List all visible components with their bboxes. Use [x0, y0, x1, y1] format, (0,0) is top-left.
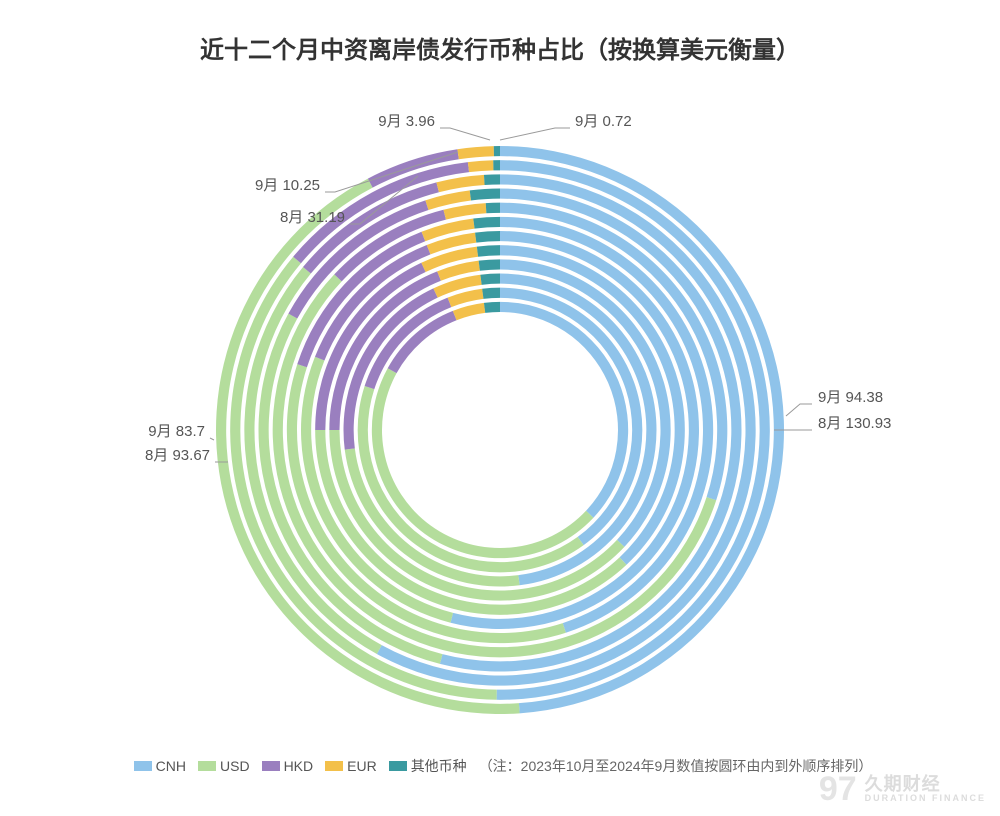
callout-c8: 8月 93.67 [145, 447, 210, 464]
leader-c7 [210, 438, 214, 440]
ring-2024-02-other [477, 245, 500, 257]
legend-label-hkd: HKD [284, 758, 314, 774]
ring-2024-09-other [494, 146, 500, 156]
legend-item-usd: USD [198, 758, 250, 774]
chart-container: 近十二个月中资离岸债发行币种占比（按换算美元衡量） 9月 0.729月 3.96… [0, 0, 1000, 816]
ring-2024-05-eur [443, 203, 486, 220]
ring-2024-03-other [475, 231, 500, 243]
watermark: 97 久期财经 DURATION FINANCE [819, 772, 986, 806]
legend-item-other: 其他币种 [389, 756, 467, 776]
legend-label-usd: USD [220, 758, 250, 774]
callout-c5: 9月 94.38 [818, 389, 883, 406]
ring-2024-01-other [479, 259, 500, 270]
callout-c6: 8月 130.93 [818, 415, 891, 432]
callout-c7: 9月 83.7 [148, 423, 205, 440]
legend-note: （注：2023年10月至2024年9月数值按圆环由内到外顺序排列） [479, 758, 873, 774]
watermark-en: DURATION FINANCE [865, 793, 986, 804]
callout-c2: 9月 3.96 [378, 113, 435, 130]
ring-2024-04-usd [287, 364, 566, 643]
watermark-zh: 久期财经 [865, 775, 986, 793]
legend-item-hkd: HKD [262, 758, 314, 774]
ring-2023-11-other [482, 288, 500, 299]
legend-item-eur: EUR [325, 758, 377, 774]
watermark-logo: 97 [819, 772, 857, 806]
ring-2023-10-other [484, 302, 500, 313]
leader-c5 [786, 404, 812, 416]
ring-2023-10-cnh [500, 302, 628, 518]
ring-2024-08-eur [468, 160, 494, 172]
ring-2024-04-other [473, 217, 500, 229]
legend-swatch-usd [198, 761, 216, 771]
legend-label-cnh: CNH [156, 758, 186, 774]
ring-2024-05-other [486, 203, 500, 214]
callout-c3: 9月 10.25 [255, 177, 320, 194]
leader-c2 [440, 128, 490, 140]
ring-2024-08-other [493, 160, 500, 170]
legend-swatch-cnh [134, 761, 152, 771]
ring-2023-12-other [480, 274, 500, 285]
legend-swatch-hkd [262, 761, 280, 771]
legend-item-cnh: CNH [134, 758, 186, 774]
ring-2023-10-eur [453, 303, 485, 320]
ring-2024-09-eur [457, 146, 494, 159]
ring-2024-07-other [484, 174, 500, 185]
legend-label-other: 其他币种 [411, 756, 467, 776]
nested-donut-chart: 9月 0.72 9月 3.96 9月 10.25 8月 31.19 9月 94.38 8月… [0, 0, 1000, 816]
legend-swatch-eur [325, 761, 343, 771]
leader-c1 [500, 128, 570, 140]
callout-c4: 8月 31.19 [280, 209, 345, 226]
legend-swatch-other [389, 761, 407, 771]
callout-c1: 9月 0.72 [575, 113, 632, 130]
legend-label-eur: EUR [347, 758, 377, 774]
ring-2024-06-other [470, 189, 500, 201]
